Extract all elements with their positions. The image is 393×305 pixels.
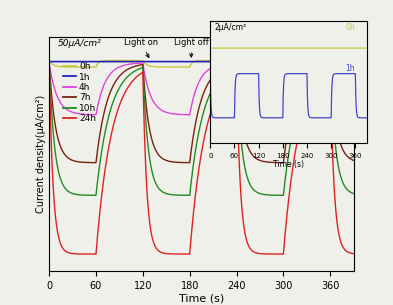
Text: 1h: 1h [345, 64, 355, 73]
Text: Light on: Light on [124, 38, 158, 58]
Legend: 0h, 1h, 4h, 7h, 10h, 24h: 0h, 1h, 4h, 7h, 10h, 24h [63, 62, 96, 123]
Text: 2μA/cm²: 2μA/cm² [215, 23, 247, 32]
X-axis label: Time (s): Time (s) [274, 160, 304, 170]
Text: 0h: 0h [345, 23, 355, 32]
Y-axis label: Current density(μA/cm²): Current density(μA/cm²) [36, 95, 46, 213]
Text: 50μA/cm²: 50μA/cm² [58, 39, 102, 48]
Text: Light off: Light off [174, 38, 209, 57]
X-axis label: Time (s): Time (s) [179, 294, 224, 304]
